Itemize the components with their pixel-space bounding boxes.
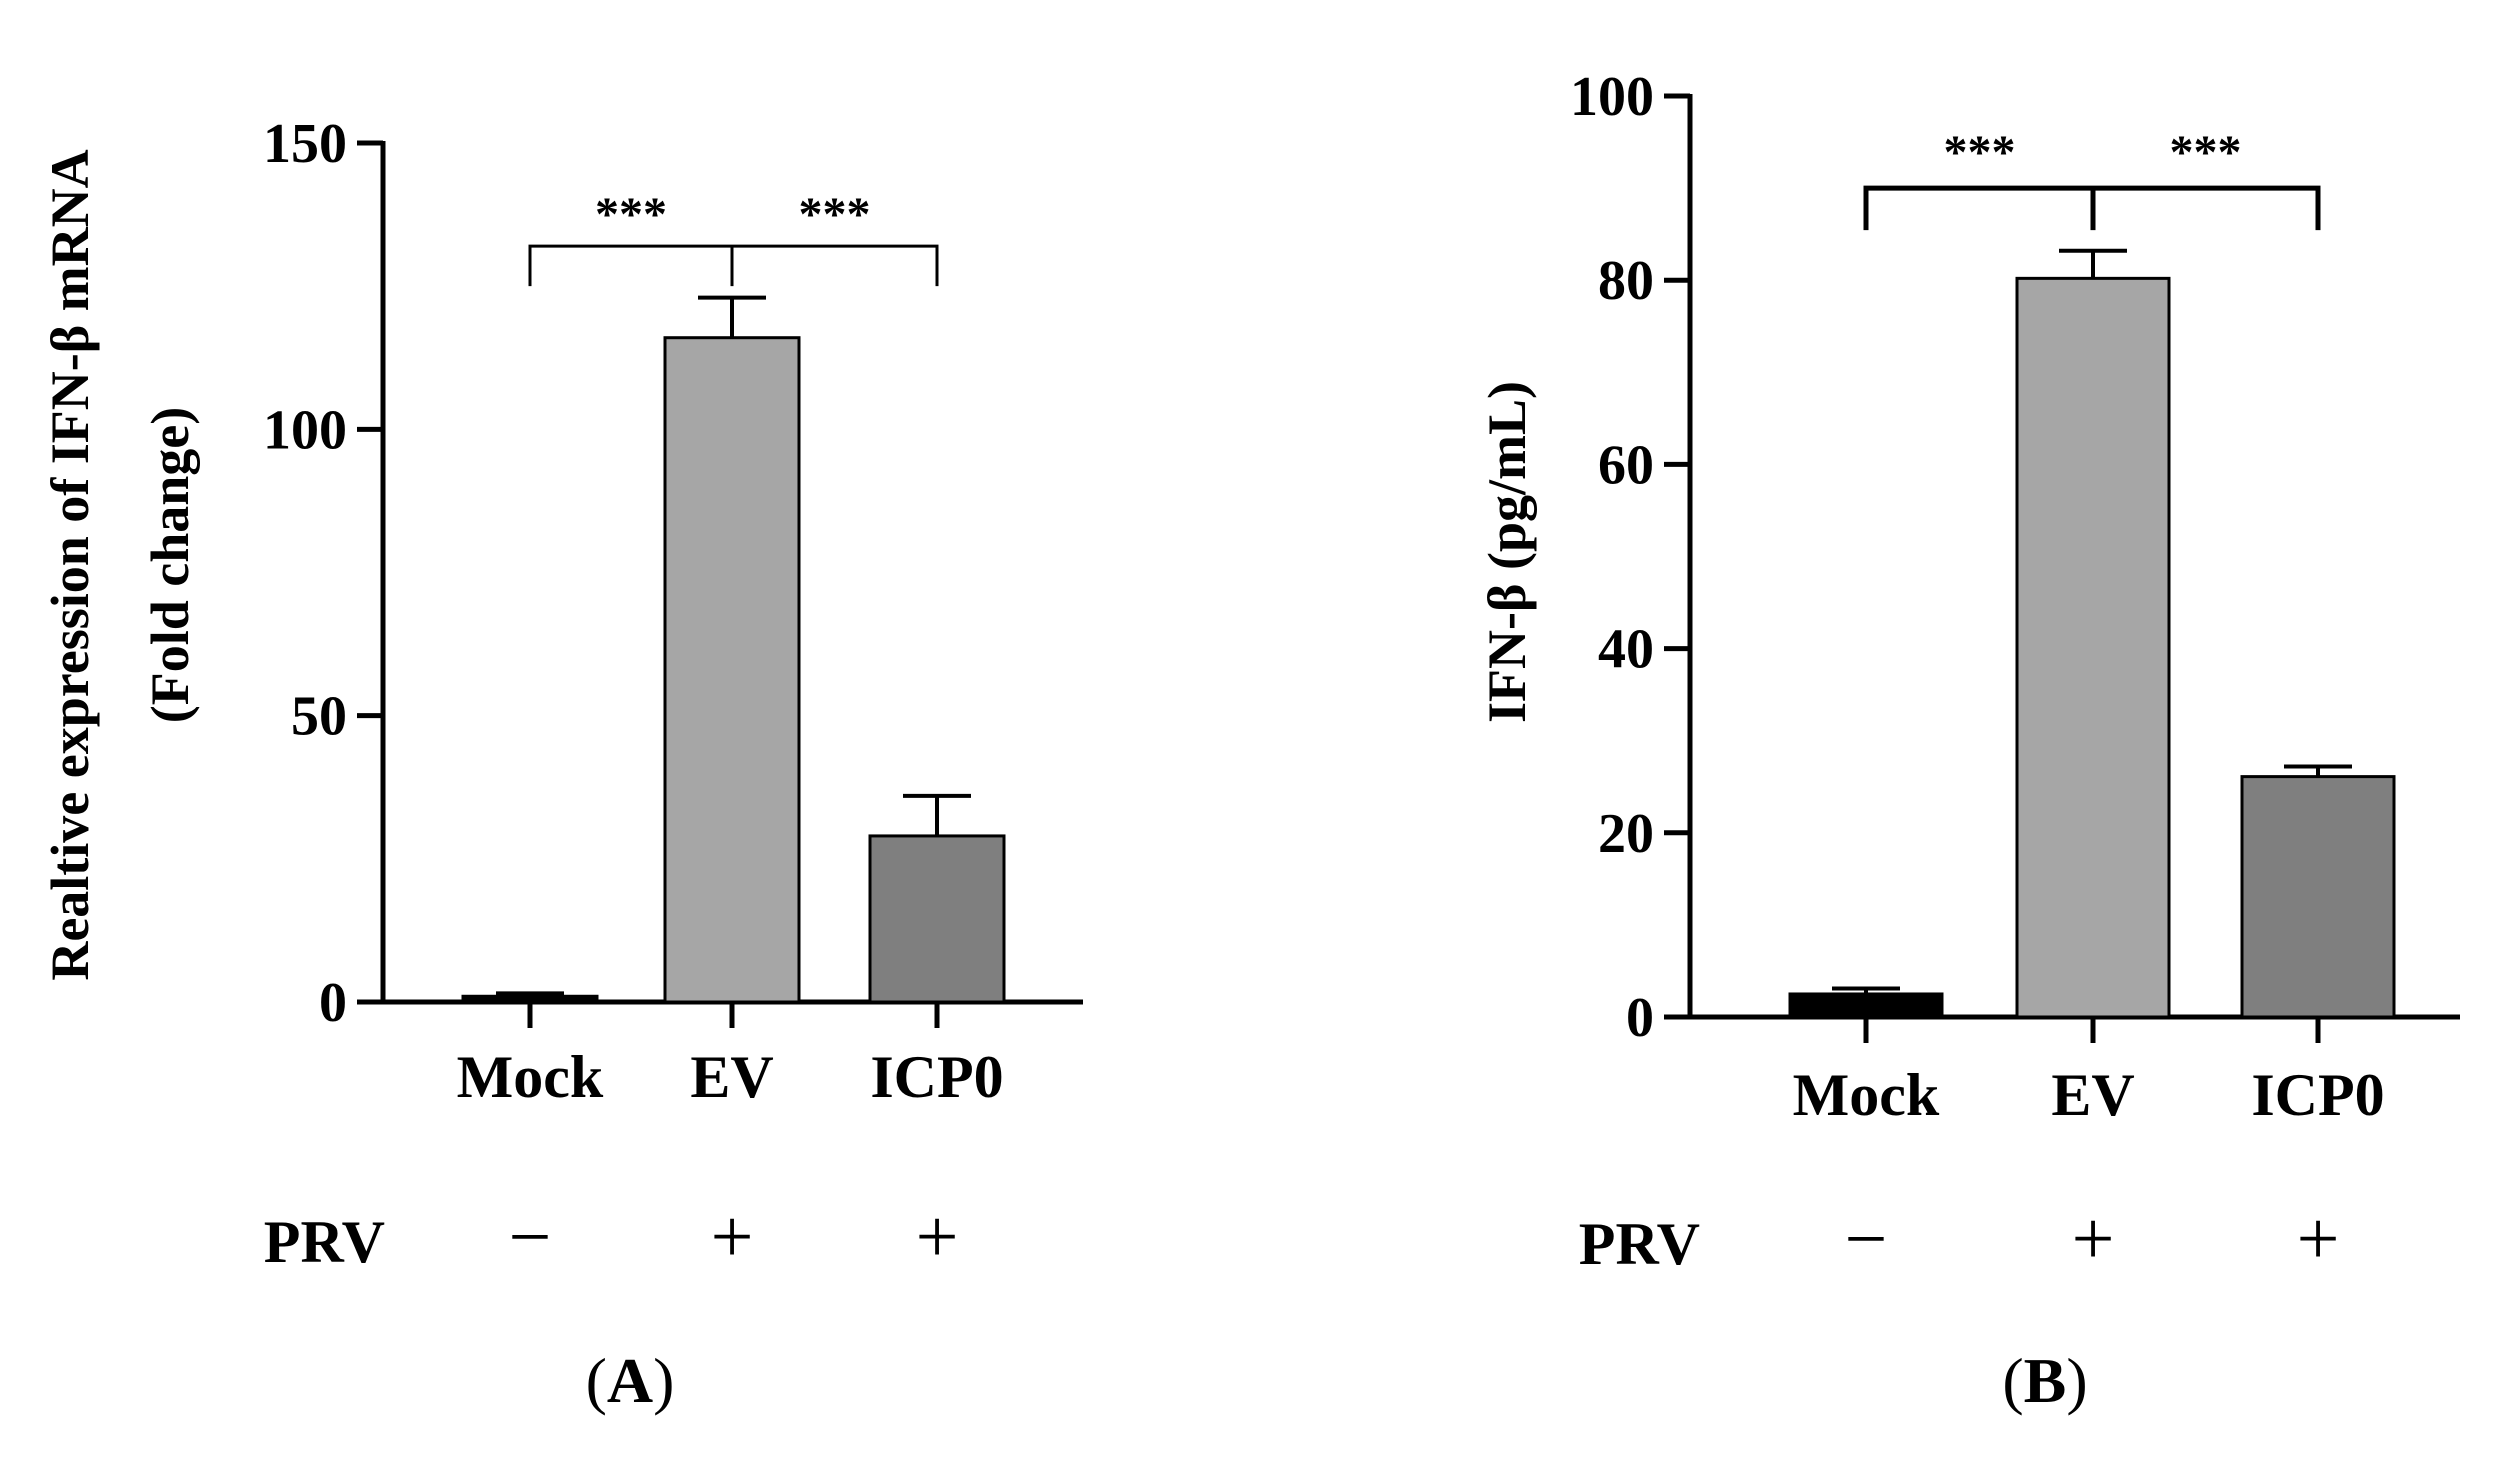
prv-sign: + bbox=[711, 1195, 754, 1279]
significance-label-right: *** bbox=[799, 188, 871, 241]
bar-mock bbox=[461, 994, 599, 1004]
panel-label-close: ) bbox=[653, 1345, 674, 1416]
bar-mock bbox=[1788, 992, 1944, 1019]
significance-label-right: *** bbox=[2170, 126, 2242, 179]
x-category-label: Mock bbox=[457, 1044, 604, 1110]
panel-label: (A) bbox=[586, 1345, 675, 1416]
y-axis-title: IFN-β (pg/mL) bbox=[1477, 381, 1537, 723]
prv-label: PRV bbox=[1579, 1211, 1700, 1277]
y-axis-title: Realtive expression of IFN-β mRNA bbox=[40, 149, 100, 980]
panel-label-open: ( bbox=[2002, 1345, 2023, 1416]
bar-ev bbox=[2015, 276, 2171, 1019]
y-tick-label: 150 bbox=[263, 113, 347, 175]
prv-sign: + bbox=[2297, 1197, 2340, 1281]
significance-bracket bbox=[528, 244, 939, 287]
bar-icp0 bbox=[2240, 775, 2396, 1019]
prv-sign: − bbox=[509, 1195, 552, 1279]
y-tick-label: 0 bbox=[319, 972, 347, 1034]
prv-sign: + bbox=[916, 1195, 959, 1279]
bar-ev bbox=[663, 336, 801, 1004]
y-tick-label: 0 bbox=[1626, 987, 1654, 1049]
prv-sign: + bbox=[2072, 1197, 2115, 1281]
significance-label-left: *** bbox=[595, 188, 667, 241]
panel-label: (B) bbox=[2002, 1345, 2087, 1416]
panel-label-letter: B bbox=[2024, 1345, 2067, 1416]
panel-a-chart: 0 50 100 150 Realtive expression of IFN-β mR… bbox=[40, 113, 1083, 1416]
x-category-label: EV bbox=[2051, 1062, 2134, 1128]
panel-label-open: ( bbox=[586, 1345, 607, 1416]
panel-b-chart: 0 20 40 60 80 100 IFN-β (pg/mL) Mock − EV + ICP0 + PR… bbox=[1477, 66, 2460, 1416]
y-tick-label: 20 bbox=[1598, 803, 1654, 865]
y-tick-label: 100 bbox=[263, 399, 347, 461]
prv-label: PRV bbox=[264, 1209, 385, 1275]
y-tick-label: 50 bbox=[291, 686, 347, 748]
prv-sign: − bbox=[1845, 1197, 1888, 1281]
y-tick-label: 100 bbox=[1570, 66, 1654, 128]
y-axis-title: (Fold change) bbox=[140, 407, 200, 724]
x-category-label: ICP0 bbox=[2251, 1062, 2384, 1128]
bar-icp0 bbox=[868, 834, 1006, 1004]
y-tick-label: 60 bbox=[1598, 434, 1654, 496]
x-category-label: EV bbox=[690, 1044, 773, 1110]
significance-label-left: *** bbox=[1944, 126, 2016, 179]
panel-label-close: ) bbox=[2066, 1345, 2087, 1416]
x-category-label: Mock bbox=[1793, 1062, 1940, 1128]
x-category-label: ICP0 bbox=[870, 1044, 1003, 1110]
panel-label-letter: A bbox=[607, 1345, 653, 1416]
significance-bracket bbox=[1863, 185, 2321, 231]
y-tick-label: 40 bbox=[1598, 619, 1654, 681]
y-tick-label: 80 bbox=[1598, 250, 1654, 312]
